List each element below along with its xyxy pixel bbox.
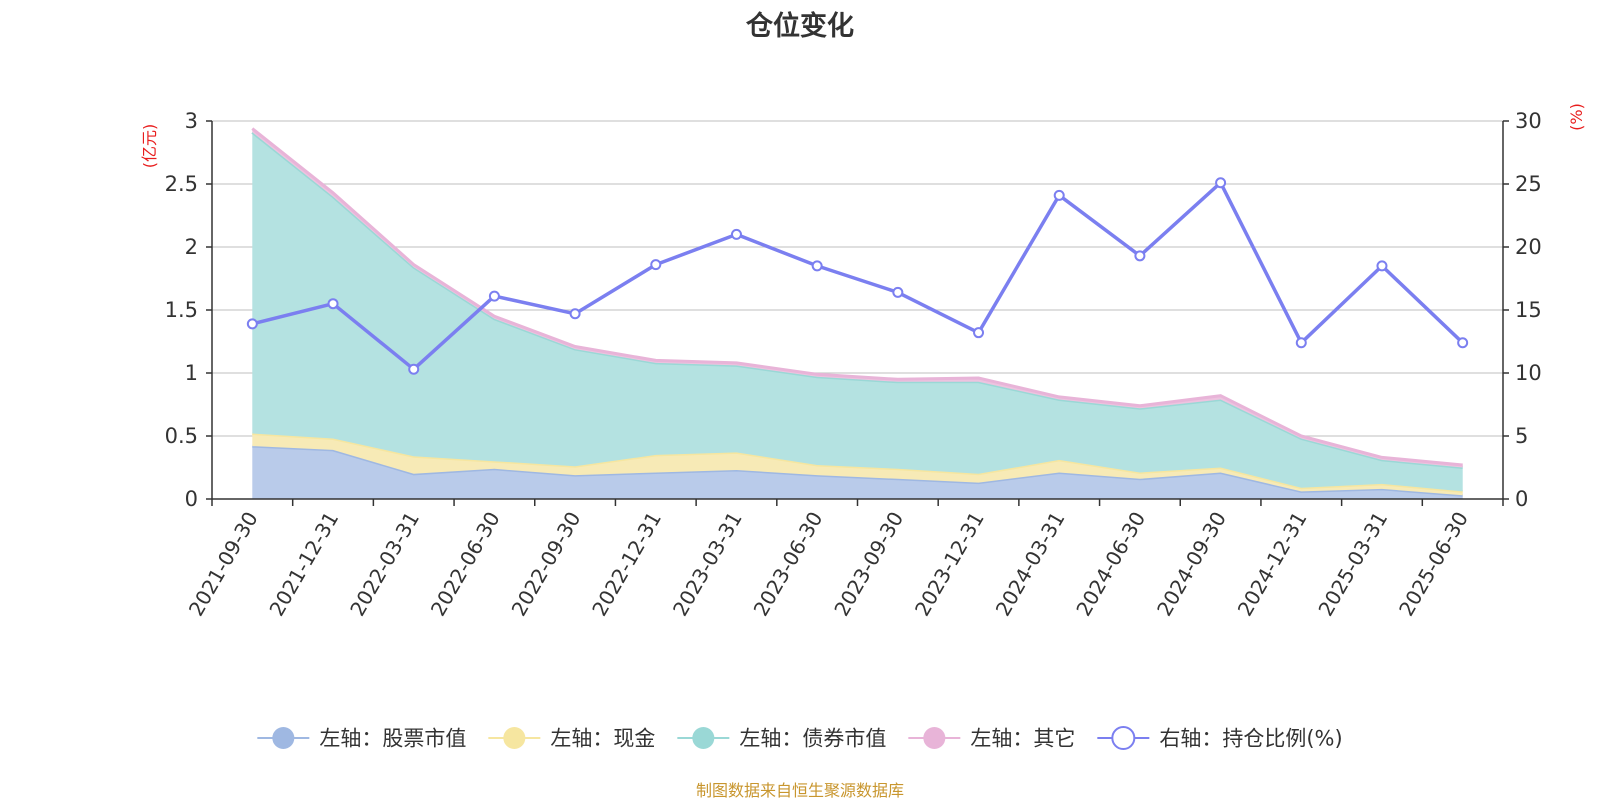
x-tick-label: 2022-09-30	[507, 508, 586, 621]
line-point	[650, 259, 662, 271]
y-right-tick-label: 25	[1515, 172, 1542, 196]
x-tick-label: 2021-09-30	[184, 508, 263, 621]
right-axis-unit: (%)	[1567, 103, 1586, 131]
legend-item: 左轴：债券市值	[677, 727, 886, 751]
legend-label: 左轴：股票市值	[319, 727, 466, 751]
source-note: 制图数据来自恒生聚源数据库	[695, 781, 904, 800]
area-series-3	[252, 132, 1463, 492]
y-left-tick-label: 1	[185, 361, 198, 385]
y-right-tick-label: 5	[1515, 424, 1528, 448]
left-axis-unit: (亿元)	[140, 124, 159, 169]
line-point	[811, 260, 823, 272]
line-point	[327, 298, 339, 310]
y-left-tick-label: 3	[185, 109, 198, 133]
y-left-tick-label: 2.5	[165, 172, 198, 196]
x-tick-label: 2023-06-30	[749, 508, 828, 621]
y-left-tick-label: 0.5	[165, 424, 198, 448]
x-tick-label: 2024-09-30	[1152, 508, 1231, 621]
x-tick-label: 2023-09-30	[829, 508, 908, 621]
legend-label: 右轴：持仓比例(%)	[1159, 727, 1342, 751]
y-left-tick-label: 2	[185, 235, 198, 259]
line-point	[892, 286, 904, 298]
line-point	[973, 327, 985, 339]
y-right-tick-label: 0	[1515, 487, 1528, 511]
y-right-tick-label: 20	[1515, 235, 1542, 259]
legend-item: 右轴：持仓比例(%)	[1097, 726, 1343, 751]
line-point	[569, 308, 581, 320]
legend-label: 左轴：债券市值	[739, 727, 886, 751]
legend-marker	[692, 727, 715, 749]
legend-marker	[1111, 726, 1136, 750]
x-tick-label: 2024-12-31	[1233, 508, 1312, 621]
x-tick-label: 2024-06-30	[1071, 508, 1150, 621]
legend-label: 左轴：现金	[550, 727, 655, 751]
y-left-tick-label: 1.5	[165, 298, 198, 322]
legend-item: 左轴：其它	[908, 727, 1075, 751]
x-tick-label: 2025-03-31	[1313, 508, 1392, 621]
line-point	[408, 363, 420, 375]
line-point	[1053, 189, 1065, 201]
x-tick-label: 2023-03-31	[668, 508, 747, 621]
legend-item: 左轴：现金	[488, 727, 655, 751]
line-point	[1295, 337, 1307, 349]
line-point	[1134, 250, 1146, 262]
x-tick-label: 2023-12-31	[910, 508, 989, 621]
x-tick-label: 2024-03-31	[991, 508, 1070, 621]
legend-marker	[272, 727, 295, 749]
line-point	[246, 318, 258, 330]
line-series	[251, 180, 1464, 371]
legend-marker	[923, 727, 946, 749]
line-point	[730, 228, 742, 240]
x-tick-label: 2025-06-30	[1394, 508, 1473, 621]
chart-title: 仓位变化	[746, 11, 854, 42]
area-series-2	[252, 433, 1463, 496]
x-tick-label: 2022-06-30	[426, 508, 505, 621]
line-point	[1376, 260, 1388, 272]
y-right-tick-label: 30	[1515, 109, 1542, 133]
area-series-1	[252, 446, 1463, 499]
y-right-tick-label: 10	[1515, 361, 1542, 385]
legend-marker	[503, 727, 526, 749]
area-series-4-edge	[251, 127, 1463, 467]
line-point	[488, 290, 500, 302]
y-right-tick-label: 15	[1515, 298, 1542, 322]
x-tick-label: 2021-12-31	[264, 508, 343, 621]
legend-label: 左轴：其它	[970, 727, 1075, 751]
x-tick-label: 2022-12-31	[587, 508, 666, 621]
line-point	[1215, 177, 1227, 189]
y-left-tick-label: 0	[185, 487, 198, 511]
legend-item: 左轴：股票市值	[257, 727, 466, 751]
line-point	[1457, 337, 1469, 349]
x-tick-label: 2022-03-31	[345, 508, 424, 621]
